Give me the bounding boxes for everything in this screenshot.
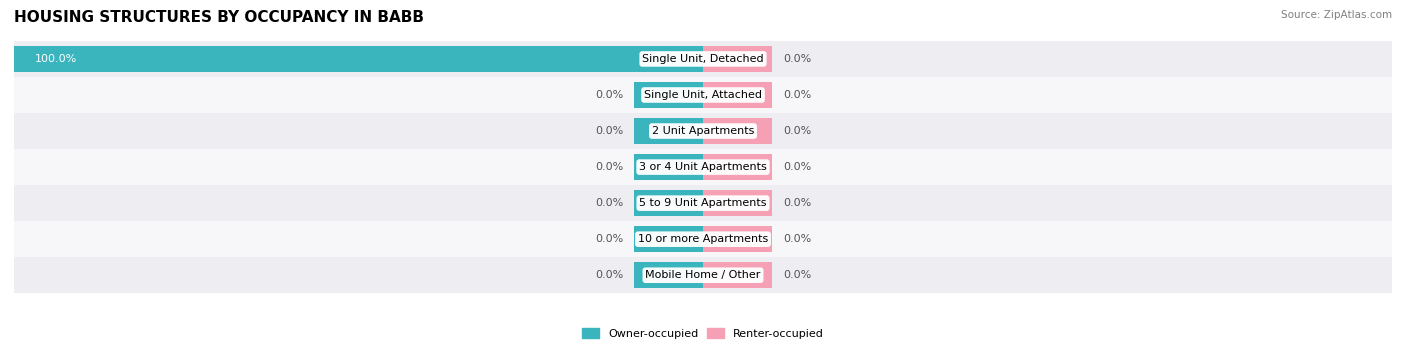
- Text: 0.0%: 0.0%: [595, 234, 623, 244]
- Bar: [634, 118, 703, 144]
- Text: 0.0%: 0.0%: [595, 270, 623, 280]
- Bar: [703, 118, 772, 144]
- Bar: [634, 226, 703, 252]
- Text: Source: ZipAtlas.com: Source: ZipAtlas.com: [1281, 10, 1392, 20]
- Text: 3 or 4 Unit Apartments: 3 or 4 Unit Apartments: [640, 162, 766, 172]
- Text: 0.0%: 0.0%: [595, 90, 623, 100]
- Text: 10 or more Apartments: 10 or more Apartments: [638, 234, 768, 244]
- Bar: [634, 262, 703, 288]
- Text: 0.0%: 0.0%: [783, 54, 811, 64]
- Bar: [14, 113, 1392, 149]
- Bar: [703, 190, 772, 216]
- Text: 100.0%: 100.0%: [35, 54, 77, 64]
- Text: Single Unit, Attached: Single Unit, Attached: [644, 90, 762, 100]
- Bar: [703, 226, 772, 252]
- Text: 0.0%: 0.0%: [783, 198, 811, 208]
- Text: 0.0%: 0.0%: [595, 162, 623, 172]
- Text: 5 to 9 Unit Apartments: 5 to 9 Unit Apartments: [640, 198, 766, 208]
- Legend: Owner-occupied, Renter-occupied: Owner-occupied, Renter-occupied: [578, 324, 828, 341]
- Text: Mobile Home / Other: Mobile Home / Other: [645, 270, 761, 280]
- Text: Single Unit, Detached: Single Unit, Detached: [643, 54, 763, 64]
- Bar: [14, 149, 1392, 185]
- Text: 0.0%: 0.0%: [783, 270, 811, 280]
- Bar: [14, 77, 1392, 113]
- Text: 0.0%: 0.0%: [783, 90, 811, 100]
- Bar: [14, 41, 1392, 77]
- Bar: [14, 185, 1392, 221]
- Text: 0.0%: 0.0%: [783, 162, 811, 172]
- Text: 0.0%: 0.0%: [783, 126, 811, 136]
- Text: HOUSING STRUCTURES BY OCCUPANCY IN BABB: HOUSING STRUCTURES BY OCCUPANCY IN BABB: [14, 10, 425, 25]
- Text: 2 Unit Apartments: 2 Unit Apartments: [652, 126, 754, 136]
- Bar: [14, 257, 1392, 293]
- Bar: [14, 221, 1392, 257]
- Bar: [703, 154, 772, 180]
- Text: 0.0%: 0.0%: [595, 126, 623, 136]
- Bar: [703, 46, 772, 72]
- Bar: [634, 154, 703, 180]
- Bar: [634, 190, 703, 216]
- Bar: [703, 82, 772, 108]
- Bar: [634, 82, 703, 108]
- Bar: [14, 46, 703, 72]
- Text: 0.0%: 0.0%: [595, 198, 623, 208]
- Text: 0.0%: 0.0%: [783, 234, 811, 244]
- Bar: [703, 262, 772, 288]
